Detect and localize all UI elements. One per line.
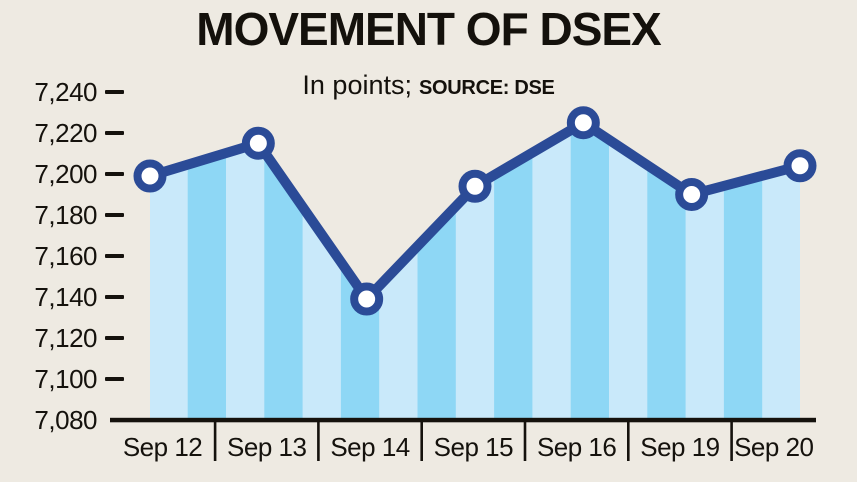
y-axis-label: 7,080 bbox=[34, 405, 97, 435]
column-separator bbox=[523, 420, 527, 461]
area-stripe bbox=[647, 122, 687, 422]
column-separator bbox=[420, 420, 423, 461]
area-stripe bbox=[187, 122, 227, 422]
x-axis-line bbox=[110, 417, 816, 423]
area-stripe bbox=[264, 122, 304, 422]
area-stripe bbox=[762, 122, 800, 422]
y-axis-tick bbox=[105, 213, 124, 217]
x-axis-label: Sep 14 bbox=[330, 432, 409, 462]
data-point-marker bbox=[566, 106, 600, 140]
x-axis-label: Sep 16 bbox=[537, 432, 616, 462]
area-stripe bbox=[417, 122, 457, 422]
area-stripe bbox=[150, 122, 189, 422]
area-stripe bbox=[723, 122, 763, 422]
y-axis-label: 7,240 bbox=[34, 77, 97, 107]
data-point-marker bbox=[350, 282, 384, 316]
column-separator bbox=[213, 420, 217, 461]
y-axis-label: 7,180 bbox=[34, 200, 97, 230]
x-axis-label: Sep 20 bbox=[734, 432, 813, 462]
y-axis-label: 7,220 bbox=[34, 118, 97, 148]
area-stripe bbox=[455, 122, 495, 422]
subtitle-units-label: In points; bbox=[302, 70, 412, 100]
data-point-marker bbox=[675, 178, 709, 211]
data-point-marker bbox=[458, 169, 492, 203]
x-axis-label: Sep 19 bbox=[640, 432, 719, 462]
column-separator bbox=[627, 420, 630, 461]
chart-subtitle: In points; SOURCE: DSE bbox=[0, 70, 857, 101]
data-point-marker bbox=[783, 149, 817, 183]
area-stripe bbox=[685, 122, 725, 422]
data-point-marker bbox=[241, 126, 275, 160]
y-axis-label: 7,120 bbox=[34, 323, 97, 353]
y-axis-tick bbox=[105, 90, 124, 94]
y-axis-tick bbox=[105, 254, 124, 258]
chart-title: MOVEMENT OF DSEX bbox=[196, 3, 661, 55]
y-axis-tick bbox=[105, 336, 124, 340]
area-stripe bbox=[226, 122, 265, 422]
y-axis-label: 7,200 bbox=[34, 159, 97, 189]
x-axis-label: Sep 13 bbox=[227, 432, 306, 462]
x-axis-label: Sep 12 bbox=[123, 432, 202, 462]
y-axis-tick bbox=[105, 377, 124, 381]
data-point-marker bbox=[133, 159, 167, 193]
y-axis-tick bbox=[105, 172, 124, 176]
subtitle-source-label: SOURCE: DSE bbox=[418, 77, 555, 99]
area-stripe bbox=[570, 122, 610, 422]
y-axis-label: 7,100 bbox=[34, 364, 97, 394]
y-axis-label: 7,160 bbox=[34, 241, 97, 271]
y-axis-tick bbox=[105, 131, 124, 135]
area-stripe bbox=[494, 122, 534, 422]
area-stripe bbox=[340, 122, 380, 422]
area-stripes bbox=[150, 122, 800, 422]
area-stripe bbox=[609, 122, 648, 422]
column-separator bbox=[317, 420, 320, 461]
x-axis-label: Sep 15 bbox=[434, 432, 513, 462]
column-separator bbox=[730, 420, 733, 461]
y-axis-tick bbox=[105, 295, 124, 299]
y-axis-label: 7,140 bbox=[34, 282, 97, 312]
area-stripe bbox=[532, 122, 572, 422]
